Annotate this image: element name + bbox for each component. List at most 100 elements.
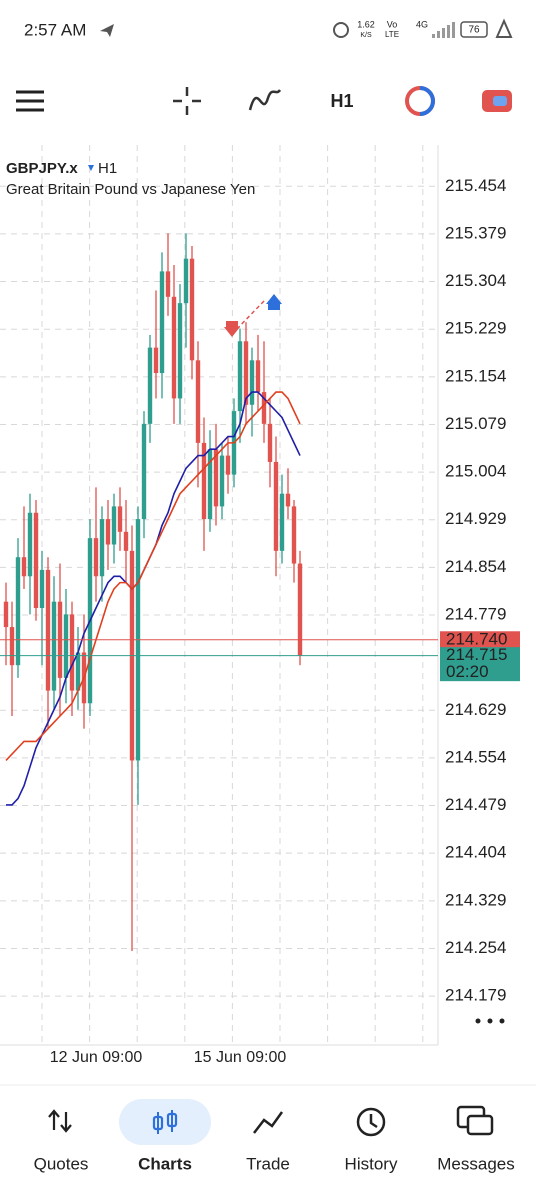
candle-body — [171, 296, 177, 399]
charts-icon-body — [166, 1112, 178, 1128]
candle-body — [63, 614, 69, 678]
candle-body — [255, 360, 261, 393]
candle-timer: 02:20 — [446, 662, 489, 681]
menu-button[interactable] — [16, 90, 44, 112]
candle-body — [159, 271, 165, 374]
symbol[interactable]: GBPJPY.x — [6, 160, 78, 177]
more-dot[interactable] — [499, 1018, 505, 1024]
candle-body — [75, 652, 81, 691]
candle-body — [141, 423, 147, 520]
signal-icon — [432, 22, 455, 38]
nav-label[interactable]: History — [345, 1154, 398, 1173]
candle-body — [291, 506, 297, 564]
warning-icon — [495, 18, 513, 38]
candle-body — [165, 271, 171, 297]
telegram-icon — [100, 24, 114, 37]
candle-body — [249, 360, 255, 405]
y-tick-label: 214.779 — [445, 604, 506, 623]
charts-icon-body — [152, 1115, 164, 1131]
y-tick-label: 214.929 — [445, 509, 506, 528]
nav-label[interactable]: Charts — [138, 1154, 192, 1173]
battery-icon — [460, 21, 488, 38]
price-tag-label: 214.740 — [446, 629, 507, 648]
y-tick-label: 215.454 — [445, 176, 506, 195]
candle-body — [195, 360, 201, 443]
quotes-icon — [48, 1109, 72, 1133]
candle-body — [189, 258, 195, 361]
candle-body — [117, 506, 123, 532]
moving-average — [5, 391, 301, 762]
y-tick-label: 214.329 — [445, 890, 506, 909]
candle-body — [183, 258, 189, 304]
y-tick-label: 214.854 — [445, 557, 506, 576]
candle-body — [15, 557, 21, 666]
candle-body — [45, 569, 51, 691]
y-tick-label: 214.554 — [445, 747, 506, 766]
volte-top: Vo — [387, 19, 398, 29]
net-speed-unit: K/S — [360, 32, 372, 39]
symbol-dropdown[interactable] — [88, 165, 94, 171]
y-tick-label: 214.629 — [445, 700, 506, 719]
clock: 2:57 AM — [24, 20, 86, 39]
candle-body — [33, 512, 39, 609]
candle-body — [27, 512, 33, 577]
y-tick-label: 214.404 — [445, 843, 506, 862]
buy-arrow — [266, 294, 282, 310]
candle-body — [99, 519, 105, 577]
chart-timeframe: H1 — [98, 160, 117, 177]
candle-body — [111, 506, 117, 545]
more-dot[interactable] — [475, 1018, 481, 1024]
history-hands — [369, 1114, 378, 1129]
more-dot[interactable] — [487, 1018, 493, 1024]
icon-ring-half — [419, 86, 435, 116]
chart-subtitle: Great Britain Pound vs Japanese Yen — [6, 181, 255, 198]
candle-body — [243, 341, 249, 405]
candle-body — [51, 601, 57, 691]
sell-arrow — [224, 321, 240, 337]
candle-body — [213, 449, 219, 507]
candle-body — [219, 455, 225, 507]
active-pill — [119, 1099, 211, 1145]
alarm-icon — [333, 22, 349, 38]
battery-level: 76 — [468, 25, 480, 36]
y-tick-label: 214.254 — [445, 938, 506, 957]
candle-body — [9, 627, 15, 666]
volte-bottom: LTE — [385, 30, 399, 39]
icon-inner — [493, 96, 507, 106]
y-tick-label: 215.004 — [445, 462, 506, 481]
indicators-button[interactable] — [248, 89, 282, 111]
x-tick-label: 12 Jun 09:00 — [50, 1049, 143, 1066]
x-tick-label: 15 Jun 09:00 — [194, 1049, 287, 1066]
price-tag-label: 214.715 — [446, 645, 507, 664]
candle-body — [237, 341, 243, 412]
trade-icon — [253, 1111, 284, 1134]
candle-body — [267, 423, 273, 462]
y-tick-label: 215.304 — [445, 271, 506, 290]
candle-body — [105, 519, 111, 545]
candle-body — [207, 449, 213, 520]
price-tag — [440, 631, 520, 649]
candle-body — [3, 601, 9, 628]
crosshair-button[interactable] — [173, 87, 201, 115]
candle-body — [285, 493, 291, 507]
y-tick-label: 215.229 — [445, 319, 506, 338]
candle-body — [273, 461, 279, 551]
trade-button[interactable] — [482, 90, 512, 112]
candle-body — [69, 614, 75, 691]
candle-body — [147, 347, 153, 424]
messages-icon — [466, 1114, 494, 1136]
y-tick-label: 214.479 — [445, 795, 506, 814]
chart-type-button[interactable] — [405, 86, 435, 116]
nav-label[interactable]: Messages — [437, 1154, 514, 1173]
candle-body — [297, 563, 303, 656]
timeframe-button[interactable]: H1 — [330, 91, 353, 111]
candle-body — [177, 303, 183, 399]
net-speed: 1.62 — [357, 19, 375, 29]
nav-label[interactable]: Quotes — [34, 1154, 89, 1173]
network-type: 4G — [416, 19, 428, 29]
candle-body — [279, 493, 285, 551]
nav-label[interactable]: Trade — [246, 1154, 290, 1173]
history-icon — [356, 1107, 386, 1137]
y-tick-label: 215.379 — [445, 223, 506, 242]
